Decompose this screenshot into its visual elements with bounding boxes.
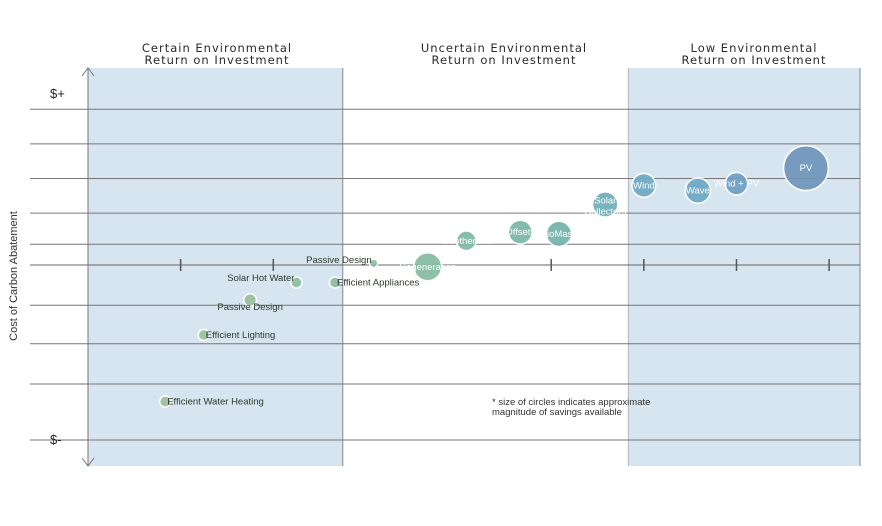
bubble-labels: Efficient Water Heating Efficient Lightin… bbox=[167, 163, 813, 407]
bubble-label-13: Wind + PV bbox=[714, 179, 760, 190]
region-backgrounds bbox=[88, 68, 861, 466]
bubble-14 bbox=[782, 144, 830, 192]
bubble-label-5: Passive Design bbox=[306, 255, 371, 266]
bubble-13 bbox=[724, 171, 749, 196]
bubble-6 bbox=[412, 252, 443, 282]
region-header-line2-2: Return on Investment bbox=[682, 53, 827, 67]
y-axis-label: Cost of Carbon Abatement bbox=[8, 211, 20, 341]
bubble-4 bbox=[328, 276, 342, 289]
bubble-label-6: Cogeneration bbox=[399, 262, 456, 273]
bubble-label-3: Solar Hot Water bbox=[227, 273, 294, 284]
bubbles bbox=[158, 144, 830, 408]
region-header-line2-0: Return on Investment bbox=[145, 53, 290, 67]
bubble-0 bbox=[158, 395, 172, 408]
bubble-label-4: Efficient Appliances bbox=[337, 278, 419, 289]
region-header-line1-2: Low Environmental bbox=[691, 41, 818, 55]
bubble-label-8: Offsets bbox=[505, 227, 535, 238]
axes bbox=[81, 67, 95, 467]
region-headers: Certain Environmental Return on Investme… bbox=[142, 41, 827, 67]
y-axis-top-arrow bbox=[81, 67, 95, 77]
region-header-line2-1: Return on Investment bbox=[432, 53, 577, 67]
bubble-label-12: Wave bbox=[686, 186, 710, 197]
region-header-line1-1: Uncertain Environmental bbox=[421, 41, 587, 55]
bubble-label-9: BioMass bbox=[541, 229, 578, 240]
bubble-8 bbox=[507, 219, 533, 245]
bubble-label-7: Geothermal bbox=[441, 236, 491, 247]
bubble-1 bbox=[197, 328, 211, 342]
region-header-line1-0: Certain Environmental bbox=[142, 41, 292, 55]
region-shade-2 bbox=[628, 68, 860, 466]
bubble-label-2: Passive Design bbox=[217, 302, 282, 313]
note-line2: magnitude of savings available bbox=[492, 407, 622, 418]
bubble-7 bbox=[455, 230, 477, 252]
grid-lines bbox=[30, 108, 860, 441]
bubble-label-11: Wind bbox=[633, 180, 655, 191]
bubble-12 bbox=[684, 177, 712, 204]
y-axis-top-label: $+ bbox=[50, 86, 65, 101]
bubble-label-14: PV bbox=[800, 163, 813, 174]
bubble-label-1: Efficient Lighting bbox=[206, 330, 276, 341]
bubble-5 bbox=[368, 258, 379, 269]
bubble-10 bbox=[591, 191, 619, 218]
bubble-3 bbox=[290, 276, 303, 289]
bubble-label-10: Solar Collectors bbox=[584, 195, 626, 217]
region-shade-0 bbox=[88, 68, 343, 466]
bubble-2 bbox=[243, 292, 258, 308]
bubble-11 bbox=[631, 172, 657, 199]
bubble-label-0: Efficient Water Heating bbox=[167, 397, 264, 408]
bubble-9 bbox=[545, 220, 573, 248]
y-axis-bottom-label: $- bbox=[50, 432, 62, 447]
note-line1: * size of circles indicates approximate bbox=[492, 397, 650, 408]
y-axis-bottom-arrow bbox=[81, 457, 95, 467]
